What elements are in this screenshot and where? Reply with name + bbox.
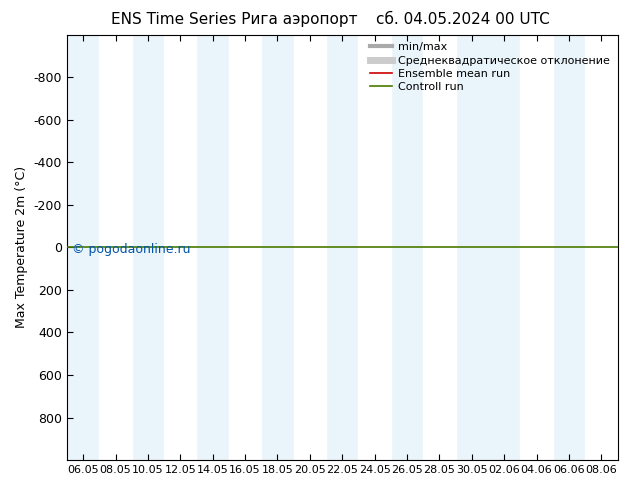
Legend: min/max, Среднеквадратическое отклонение, Ensemble mean run, Controll run: min/max, Среднеквадратическое отклонение… bbox=[366, 38, 614, 97]
Bar bbox=[358, 35, 391, 460]
Y-axis label: Max Temperature 2m (°C): Max Temperature 2m (°C) bbox=[15, 166, 28, 328]
Bar bbox=[521, 35, 553, 460]
Bar bbox=[294, 35, 326, 460]
Bar bbox=[424, 35, 456, 460]
Bar bbox=[100, 35, 132, 460]
Bar bbox=[585, 35, 618, 460]
Bar bbox=[164, 35, 197, 460]
Text: © pogodaonline.ru: © pogodaonline.ru bbox=[72, 243, 191, 256]
Text: ENS Time Series Рига аэропорт: ENS Time Series Рига аэропорт bbox=[112, 12, 358, 27]
Text: сб. 04.05.2024 00 UTC: сб. 04.05.2024 00 UTC bbox=[376, 12, 550, 27]
Bar bbox=[229, 35, 261, 460]
